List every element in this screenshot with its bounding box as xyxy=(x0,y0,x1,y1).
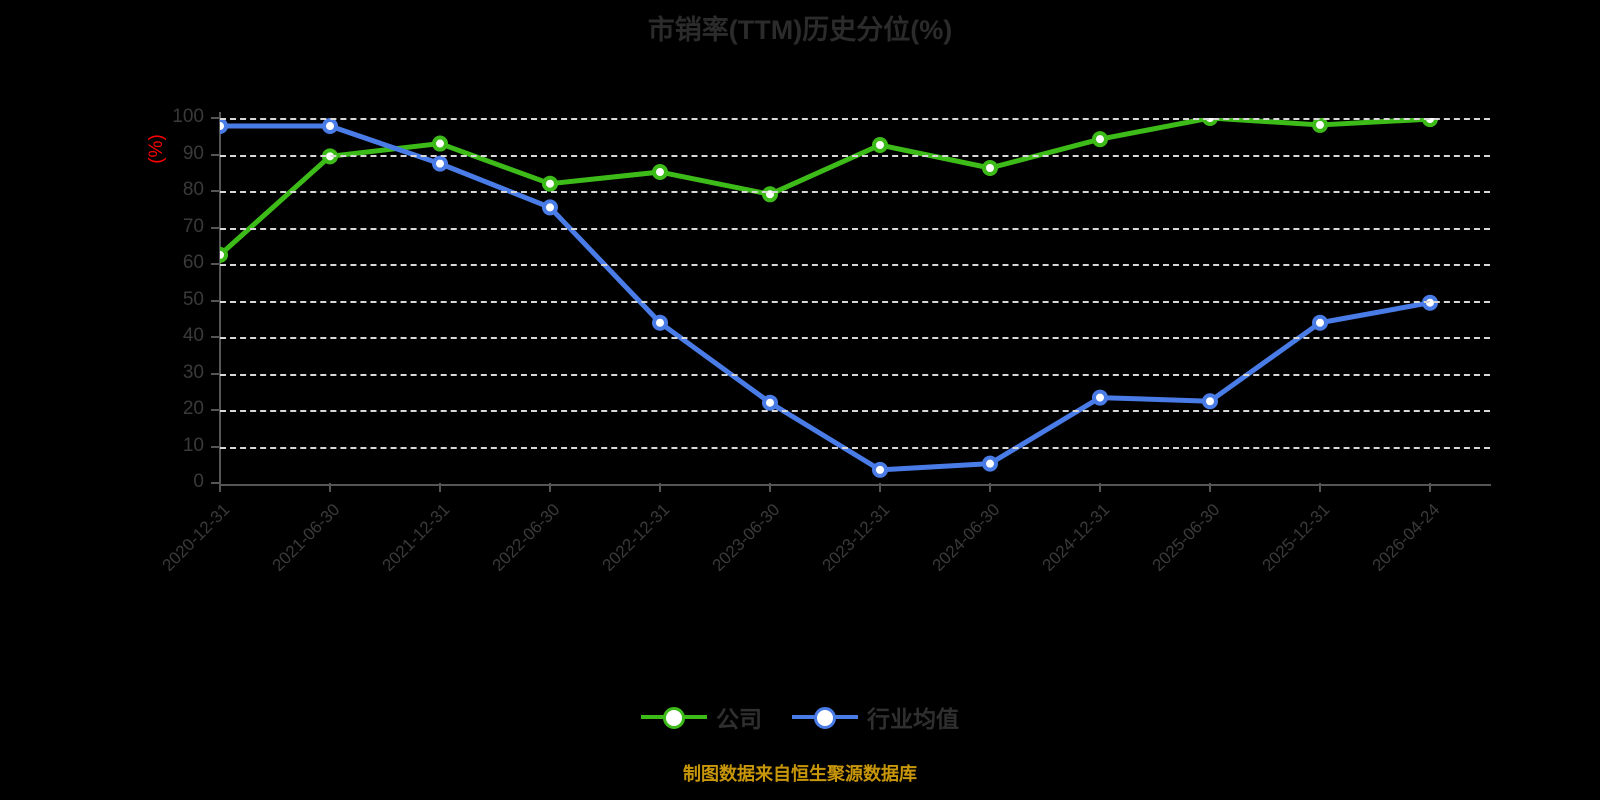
gridline xyxy=(220,373,1490,376)
legend-label-company: 公司 xyxy=(716,706,762,732)
x-axis-line xyxy=(219,484,1491,486)
legend-item-industry-average[interactable]: 行业均值 xyxy=(792,700,959,734)
x-tick-mark xyxy=(549,483,551,492)
x-tick-mark xyxy=(1209,483,1211,492)
data-point-marker[interactable] xyxy=(220,246,228,263)
plot-area: 0 10 20 30 40 50 60 70 80 90 100 2020-12-31 2021-06… xyxy=(159,106,1490,575)
data-point-marker[interactable] xyxy=(542,175,558,192)
x-tick-mark xyxy=(1429,483,1431,492)
x-tick-mark xyxy=(879,483,881,492)
data-point-marker[interactable] xyxy=(652,314,668,331)
x-tick-mark xyxy=(439,483,441,492)
data-point-marker[interactable] xyxy=(322,118,338,135)
x-tick-mark xyxy=(1099,483,1101,492)
data-point-marker[interactable] xyxy=(432,135,448,152)
y-tick-label: 50 xyxy=(182,288,204,310)
y-tick-mark xyxy=(211,190,220,192)
y-tick-mark xyxy=(211,409,220,411)
x-tick-mark xyxy=(659,483,661,492)
y-tick-label: 80 xyxy=(182,179,204,200)
legend-label-industry-average: 行业均值 xyxy=(867,706,959,732)
series-line-industry-average xyxy=(220,123,1433,473)
data-point-marker[interactable] xyxy=(1422,294,1438,311)
x-tick-mark xyxy=(769,483,771,492)
x-tick-mark xyxy=(329,483,331,492)
x-tick-mark xyxy=(1319,483,1321,492)
data-point-marker[interactable] xyxy=(982,160,998,177)
data-point-marker[interactable] xyxy=(1092,131,1108,148)
page-title: 市销率(TTM)历史分位(%) xyxy=(647,15,953,45)
y-tick-mark xyxy=(211,226,220,229)
data-point-marker[interactable] xyxy=(432,155,448,172)
y-tick-mark xyxy=(211,372,220,375)
data-point-marker[interactable] xyxy=(1312,314,1328,331)
data-point-marker[interactable] xyxy=(982,455,998,472)
gridline xyxy=(220,410,1490,412)
data-point-marker[interactable] xyxy=(762,394,778,411)
y-tick-mark xyxy=(211,263,220,265)
gridline xyxy=(220,227,1490,230)
y-tick-label: 100 xyxy=(172,106,204,127)
footer-note: 制图数据来自恒生聚源数据库 xyxy=(683,764,917,784)
gridline xyxy=(220,446,1490,449)
y-tick-label: 70 xyxy=(182,215,204,237)
gridline xyxy=(220,337,1490,339)
y-tick-mark xyxy=(211,445,220,448)
y-tick-mark xyxy=(211,482,220,484)
legend: 公司 行业均值 xyxy=(0,700,1600,734)
gridline xyxy=(220,264,1490,266)
y-tick-mark xyxy=(211,299,220,302)
data-point-marker[interactable] xyxy=(542,199,558,216)
gridline xyxy=(220,154,1490,157)
data-point-marker[interactable] xyxy=(872,461,888,478)
y-tick-label: 90 xyxy=(182,142,204,164)
data-point-marker[interactable] xyxy=(220,118,228,135)
data-point-marker[interactable] xyxy=(1202,393,1218,410)
gridlines xyxy=(220,118,1490,483)
gridline xyxy=(220,300,1490,303)
y-tick-label: 60 xyxy=(182,252,204,273)
y-tick-label: 10 xyxy=(182,434,204,456)
gridline xyxy=(220,118,1490,120)
legend-item-company[interactable]: 公司 xyxy=(641,700,762,734)
y-tick-label: 30 xyxy=(182,361,204,383)
legend-swatch-industry-average xyxy=(792,706,858,729)
y-tick-mark xyxy=(211,336,220,338)
data-point-marker[interactable] xyxy=(652,164,668,181)
gridline xyxy=(220,191,1490,193)
y-tick-label: 20 xyxy=(182,398,204,419)
x-tick-mark xyxy=(219,483,221,492)
y-tick-label: 40 xyxy=(182,325,204,346)
y-tick-label: 0 xyxy=(193,471,204,492)
x-tick-mark xyxy=(989,483,991,492)
data-point-marker[interactable] xyxy=(872,137,888,154)
data-point-marker[interactable] xyxy=(1092,389,1108,406)
y-tick-mark xyxy=(211,117,220,119)
legend-swatch-company xyxy=(641,706,707,729)
y-tick-mark xyxy=(211,153,220,156)
